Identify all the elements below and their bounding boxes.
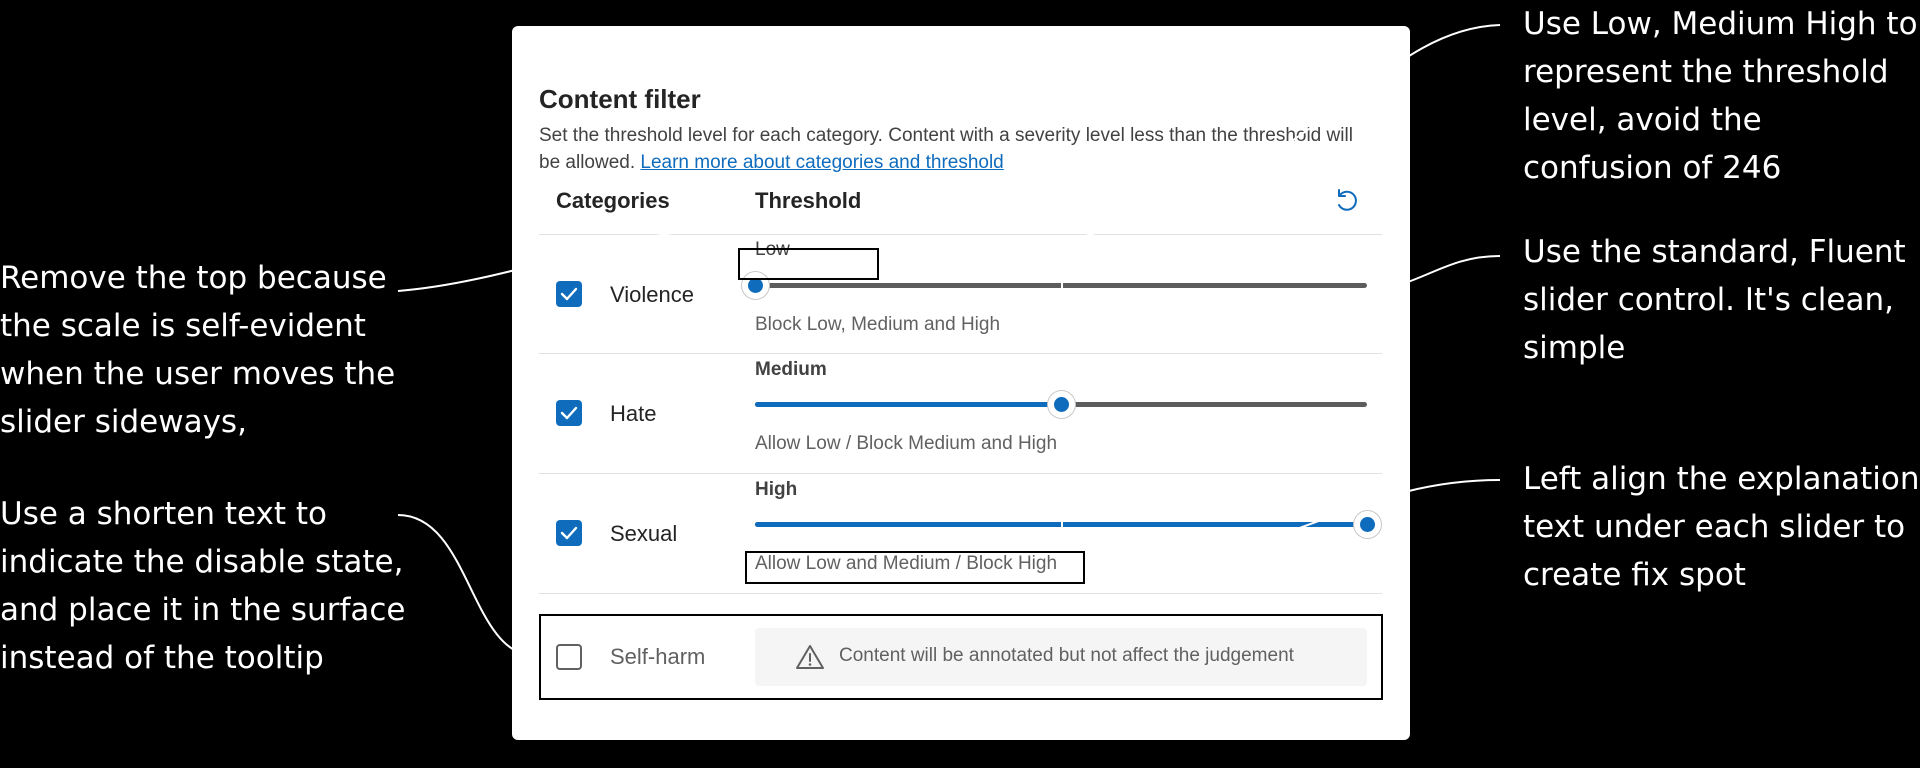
annotation-fluent-slider: Use the standard, Fluent slider control.… bbox=[1523, 234, 1906, 366]
highlight-box-self-harm bbox=[539, 614, 1383, 700]
hate-level-label: Medium bbox=[755, 359, 827, 380]
row-divider bbox=[539, 473, 1382, 474]
row-divider bbox=[539, 593, 1382, 594]
self-harm-label: Self-harm bbox=[610, 644, 706, 669]
violence-explanation: Block Low, Medium and High bbox=[755, 314, 1001, 335]
annotation-remove-top: Remove the top because the scale is self… bbox=[0, 260, 396, 440]
sexual-label: Sexual bbox=[610, 521, 678, 546]
row-divider bbox=[539, 353, 1382, 354]
warning-icon bbox=[795, 643, 825, 676]
hate-slider[interactable] bbox=[755, 391, 1367, 418]
self-harm-disabled-message: Content will be annotated but not affect… bbox=[839, 645, 1294, 666]
learn-more-link[interactable]: Learn more about categories and threshol… bbox=[640, 152, 1004, 173]
hate-explanation: Allow Low / Block Medium and High bbox=[755, 433, 1058, 454]
sexual-slider-thumb[interactable] bbox=[1354, 511, 1381, 538]
sexual-checkbox[interactable] bbox=[556, 520, 582, 546]
column-header-threshold: Threshold bbox=[755, 188, 862, 213]
sexual-explanation: Allow Low and Medium / Block High bbox=[755, 553, 1058, 574]
self-harm-checkbox[interactable] bbox=[556, 644, 582, 670]
sexual-slider[interactable] bbox=[755, 511, 1381, 538]
panel-description: Set the threshold level for each categor… bbox=[539, 122, 1369, 176]
category-row-violence: Violence Low Block Low, Medium and High bbox=[539, 235, 1382, 353]
content-filter-panel: Content filter Set the threshold level f… bbox=[512, 26, 1410, 740]
violence-checkbox[interactable] bbox=[556, 281, 582, 307]
column-header-categories: Categories bbox=[556, 188, 670, 213]
violence-slider-thumb[interactable] bbox=[742, 272, 769, 299]
hate-label: Hate bbox=[610, 401, 657, 426]
violence-slider[interactable] bbox=[742, 272, 1367, 299]
hate-checkbox[interactable] bbox=[556, 400, 582, 426]
category-row-self-harm: Self-harm Content will be annotated but … bbox=[539, 614, 1382, 700]
sexual-level-label: High bbox=[755, 479, 798, 500]
violence-label: Violence bbox=[610, 282, 694, 307]
category-row-hate: Hate Medium Allow Low / Block Medium and… bbox=[539, 354, 1382, 472]
highlight-box-low bbox=[738, 248, 879, 280]
highlight-box-explanation bbox=[745, 551, 1085, 584]
reset-icon[interactable] bbox=[1332, 186, 1362, 216]
annotation-left-align: Left align the explanation text under ea… bbox=[1523, 461, 1920, 593]
annotation-threshold-levels: Use Low, Medium High to represent the th… bbox=[1523, 6, 1918, 186]
self-harm-disabled-surface: Content will be annotated but not affect… bbox=[755, 628, 1367, 686]
panel-title: Content filter bbox=[539, 84, 701, 114]
hate-slider-thumb[interactable] bbox=[1048, 391, 1075, 418]
annotation-disabled-text: Use a shorten text to indicate the disab… bbox=[0, 496, 406, 676]
